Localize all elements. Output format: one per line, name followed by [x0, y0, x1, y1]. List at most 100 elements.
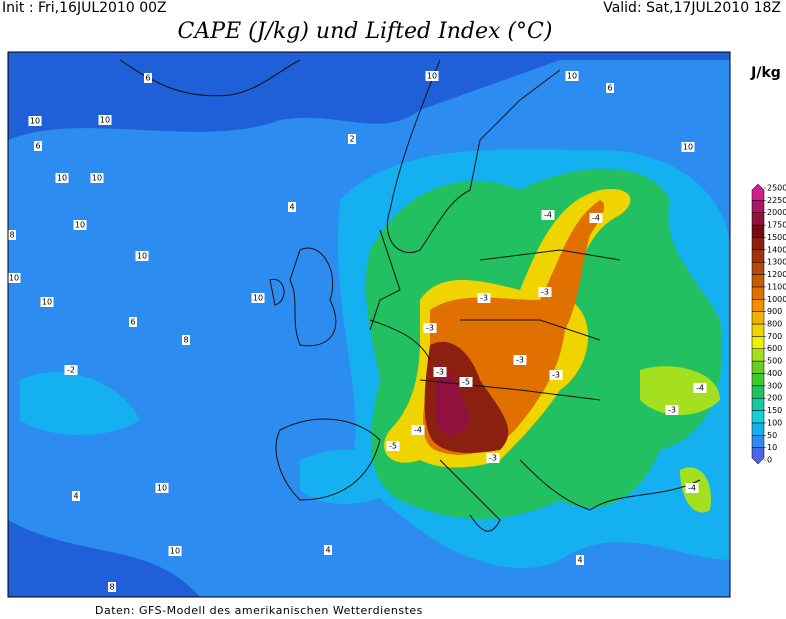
- label-box: [108, 582, 116, 592]
- lifted-index-label: -4: [696, 384, 704, 393]
- colorbar-segment: [751, 261, 765, 275]
- label-box: [288, 202, 296, 212]
- label-box: [425, 71, 439, 81]
- init-time: Init : Fri,16JUL2010 00Z: [2, 0, 167, 16]
- lifted-index-label: 6: [607, 84, 612, 93]
- colorbar-segment: [751, 336, 765, 349]
- label-box: [423, 323, 437, 333]
- lifted-index-label: 10: [683, 143, 693, 152]
- lifted-index-label: 6: [145, 74, 150, 83]
- lifted-index-label: 10: [170, 547, 180, 556]
- label-box: [459, 377, 473, 387]
- lifted-index-label: 10: [92, 174, 102, 183]
- lifted-index-label: 8: [109, 583, 114, 592]
- label-box: [565, 71, 579, 81]
- colorbar: 0 10 50 100 150 200 300 400 500 600 700 800 900 1000 1…: [751, 183, 786, 465]
- colorbar-segment: [751, 286, 765, 300]
- lifted-index-label: 4: [325, 546, 330, 555]
- colorbar-tick-label: 1100: [767, 282, 786, 291]
- lifted-index-label: -4: [592, 214, 600, 223]
- colorbar-segment: [751, 397, 765, 411]
- lifted-index-label: 6: [130, 318, 135, 327]
- lifted-index-label: 10: [42, 298, 52, 307]
- colorbar-tick-label: 2250: [767, 196, 786, 205]
- colorbar-segment: [751, 200, 765, 213]
- colorbar-segment: [751, 323, 765, 337]
- lifted-index-label: 10: [137, 252, 147, 261]
- colorbar-segment: [751, 237, 765, 251]
- label-box: [129, 317, 137, 327]
- coastline: [439, 459, 701, 532]
- map: 6 10 10 6 10 10 10 8 10 10 10 6 8 -2 10 4 2 10 10 6 10 -4 -4 -3…: [7, 51, 731, 598]
- colorbar-segment: [751, 274, 765, 288]
- lifted-index-label: 10: [9, 274, 19, 283]
- colorbar-segment: [751, 422, 765, 436]
- colorbar-segment: [751, 311, 765, 325]
- map-frame: [7, 51, 731, 598]
- label-box: [168, 546, 182, 556]
- colorbar-tick-label: 300: [767, 381, 782, 390]
- colorbar-tick-label: 600: [767, 344, 782, 353]
- colorbar-tick-label: 1500: [767, 233, 786, 242]
- label-box: [8, 230, 16, 240]
- label-box: [55, 173, 69, 183]
- colorbar-segment: [751, 360, 765, 374]
- label-box: [513, 355, 527, 365]
- label-box: [28, 116, 42, 126]
- lifted-index-label: 10: [427, 72, 437, 81]
- label-box: [386, 441, 400, 451]
- colorbar-tick-label: 2000: [767, 208, 786, 217]
- colorbar-segment: [751, 249, 765, 263]
- lifted-index-label: 10: [75, 221, 85, 230]
- valid-time: Valid: Sat,17JUL2010 18Z: [603, 0, 781, 16]
- label-box: [348, 134, 356, 144]
- cape-area: [640, 366, 720, 513]
- label-box: [98, 115, 112, 125]
- label-box: [486, 453, 500, 463]
- label-box: [73, 220, 87, 230]
- colorbar-tick-label: 800: [767, 320, 782, 329]
- colorbar-tick-label: 1200: [767, 270, 786, 279]
- colorbar-tick-label: 500: [767, 357, 782, 366]
- lifted-index-label: 10: [157, 484, 167, 493]
- label-box: [251, 293, 265, 303]
- lifted-index-label: 6: [35, 142, 40, 151]
- colorbar-tick-label: 700: [767, 332, 782, 341]
- footer-source: Daten: GFS-Modell des amerikanischen Wet…: [95, 604, 423, 617]
- colorbar-segment: [751, 435, 765, 448]
- label-box: [665, 405, 679, 415]
- label-box: [681, 142, 695, 152]
- lifted-index-label: 10: [100, 116, 110, 125]
- colorbar-segment: [751, 183, 765, 201]
- colorbar-tick-label: 1300: [767, 258, 786, 267]
- lifted-index-label: -3: [541, 288, 549, 297]
- colorbar-tick-label: 900: [767, 307, 782, 316]
- lifted-index-label: -5: [389, 442, 397, 451]
- lifted-index-label: -4: [414, 426, 422, 435]
- colorbar-tick-label: 10: [767, 443, 777, 452]
- map-title: CAPE (J/kg) und Lifted Index (°C): [178, 19, 553, 44]
- label-box: [541, 210, 555, 220]
- colorbar-segment: [751, 212, 765, 226]
- colorbar-segment: [751, 385, 765, 399]
- lifted-index-label: -3: [552, 371, 560, 380]
- lifted-index-label: -5: [462, 378, 470, 387]
- label-box: [477, 293, 491, 303]
- lifted-index-label: 10: [253, 294, 263, 303]
- lifted-index-label: -3: [516, 356, 524, 365]
- colorbar-segment: [751, 373, 765, 387]
- colorbar-tick-label: 0: [767, 456, 772, 465]
- colorbar-unit: J/kg: [750, 65, 781, 81]
- cape-area: [20, 372, 410, 504]
- label-box: [135, 251, 149, 261]
- lifted-index-label: -4: [688, 484, 696, 493]
- lifted-index-label: -3: [426, 324, 434, 333]
- colorbar-segment: [751, 447, 765, 465]
- lifted-index-label: 10: [57, 174, 67, 183]
- label-box: [155, 483, 169, 493]
- label-box: [8, 273, 21, 283]
- colorbar-tick-label: 50: [767, 431, 777, 440]
- lifted-index-label: 10: [567, 72, 577, 81]
- colorbar-segment: [751, 348, 765, 362]
